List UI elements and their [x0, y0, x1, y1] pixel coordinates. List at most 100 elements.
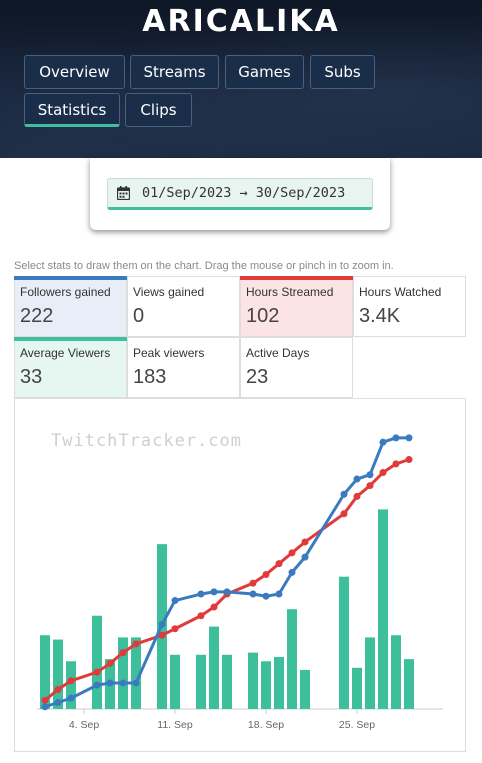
stat-card-average-viewers[interactable]: Average Viewers 33: [14, 337, 127, 398]
bar-average-viewers: [248, 652, 258, 709]
tab-streams[interactable]: Streams: [130, 55, 219, 89]
chart-canvas[interactable]: 4. Sep 11. Sep 18. Sep 25. Sep: [15, 399, 465, 751]
stat-value: 183: [133, 366, 167, 388]
stats-grid: Followers gained 222 Views gained 0 Hours St…: [14, 276, 466, 398]
bar-average-viewers: [131, 637, 141, 709]
stat-label: Followers gained: [20, 285, 111, 299]
point-hours-streamed: [392, 460, 400, 468]
point-hours-streamed: [67, 677, 75, 685]
point-followers-gained: [405, 434, 413, 442]
point-hours-streamed: [54, 685, 62, 693]
stat-label: Peak viewers: [133, 346, 205, 360]
bar-average-viewers: [261, 661, 271, 709]
bar-average-viewers: [391, 635, 401, 709]
bar-average-viewers: [274, 656, 284, 709]
chart-hint: Select stats to draw them on the chart. …: [14, 260, 394, 272]
point-hours-streamed: [158, 631, 166, 639]
point-hours-streamed: [197, 612, 205, 620]
stat-label: Average Viewers: [20, 346, 111, 360]
point-hours-streamed: [106, 659, 114, 667]
stat-value: 23: [246, 366, 269, 388]
bar-average-viewers: [222, 654, 232, 709]
point-followers-gained: [93, 681, 101, 689]
point-followers-gained: [340, 490, 348, 498]
point-followers-gained: [41, 703, 49, 711]
point-hours-streamed: [288, 549, 296, 557]
bar-average-viewers: [352, 667, 362, 709]
stat-value: 102: [246, 305, 280, 327]
point-hours-streamed: [405, 456, 413, 464]
bar-average-viewers: [209, 626, 219, 709]
point-followers-gained: [366, 471, 374, 479]
tab-statistics[interactable]: Statistics: [24, 93, 120, 127]
watermark: TwitchTracker.com: [51, 431, 242, 451]
channel-header: ARICALIKA Overview Streams Games Subs St…: [0, 0, 482, 158]
x-tick-label: 25. Sep: [339, 719, 375, 731]
bar-average-viewers: [170, 654, 180, 709]
stat-selected-indicator: [14, 337, 127, 341]
bar-average-viewers: [118, 637, 128, 709]
stat-card-followers-gained[interactable]: Followers gained 222: [14, 276, 127, 337]
bar-average-viewers: [300, 669, 310, 709]
point-hours-streamed: [275, 560, 283, 568]
stat-label: Views gained: [133, 285, 205, 299]
x-tick-label: 18. Sep: [248, 719, 284, 731]
bar-average-viewers: [287, 609, 297, 709]
bar-average-viewers: [53, 639, 63, 709]
stat-value: 33: [20, 366, 43, 388]
channel-name: ARICALIKA: [142, 4, 340, 39]
bar-average-viewers: [365, 637, 375, 709]
date-range-text: 01/Sep/2023 → 30/Sep/2023: [142, 185, 346, 201]
point-followers-gained: [158, 620, 166, 628]
bar-average-viewers: [404, 659, 414, 709]
point-followers-gained: [262, 592, 270, 600]
bar-average-viewers: [66, 661, 76, 709]
stat-card-active-days[interactable]: Active Days 23: [240, 337, 353, 398]
bar-average-viewers: [196, 654, 206, 709]
point-hours-streamed: [366, 482, 374, 490]
bar-average-viewers: [92, 615, 102, 709]
stat-card-hours-streamed[interactable]: Hours Streamed 102: [240, 276, 353, 337]
bar-average-viewers: [339, 576, 349, 709]
date-range-picker[interactable]: 01/Sep/2023 → 30/Sep/2023: [107, 178, 373, 210]
stat-selected-indicator: [240, 276, 353, 280]
bar-average-viewers: [378, 509, 388, 709]
point-followers-gained: [119, 679, 127, 687]
stat-value: 0: [133, 305, 145, 327]
point-followers-gained: [223, 588, 231, 596]
point-hours-streamed: [249, 579, 257, 587]
stat-value: 3.4K: [359, 305, 401, 327]
tab-subs[interactable]: Subs: [310, 55, 375, 89]
x-tick-label: 4. Sep: [69, 719, 100, 731]
tab-clips[interactable]: Clips: [125, 93, 192, 127]
stat-card-views-gained[interactable]: Views gained 0: [127, 276, 240, 337]
stats-chart[interactable]: TwitchTracker.com 4. Sep 11. Sep 18. Sep 25…: [14, 398, 466, 752]
point-hours-streamed: [262, 571, 270, 579]
calendar-icon: [117, 186, 130, 200]
stat-card-hours-watched[interactable]: Hours Watched 3.4K: [353, 276, 466, 337]
point-followers-gained: [353, 475, 361, 483]
point-followers-gained: [288, 568, 296, 576]
point-followers-gained: [106, 679, 114, 687]
point-followers-gained: [67, 694, 75, 702]
point-followers-gained: [197, 590, 205, 598]
point-followers-gained: [275, 590, 283, 598]
point-followers-gained: [171, 597, 179, 605]
point-followers-gained: [249, 590, 257, 598]
point-followers-gained: [379, 438, 387, 446]
x-tick-label: 11. Sep: [157, 719, 193, 731]
point-hours-streamed: [353, 492, 361, 500]
stat-card-peak-viewers[interactable]: Peak viewers 183: [127, 337, 240, 398]
point-followers-gained: [392, 434, 400, 442]
tab-overview[interactable]: Overview: [24, 55, 125, 89]
point-followers-gained: [301, 553, 309, 561]
stat-selected-indicator: [14, 276, 127, 280]
point-hours-streamed: [171, 625, 179, 633]
point-hours-streamed: [379, 469, 387, 477]
stat-value: 222: [20, 305, 54, 327]
point-hours-streamed: [119, 649, 127, 657]
tab-games[interactable]: Games: [225, 55, 304, 89]
point-hours-streamed: [210, 603, 218, 611]
point-hours-streamed: [93, 668, 101, 676]
stat-label: Hours Watched: [359, 285, 442, 299]
